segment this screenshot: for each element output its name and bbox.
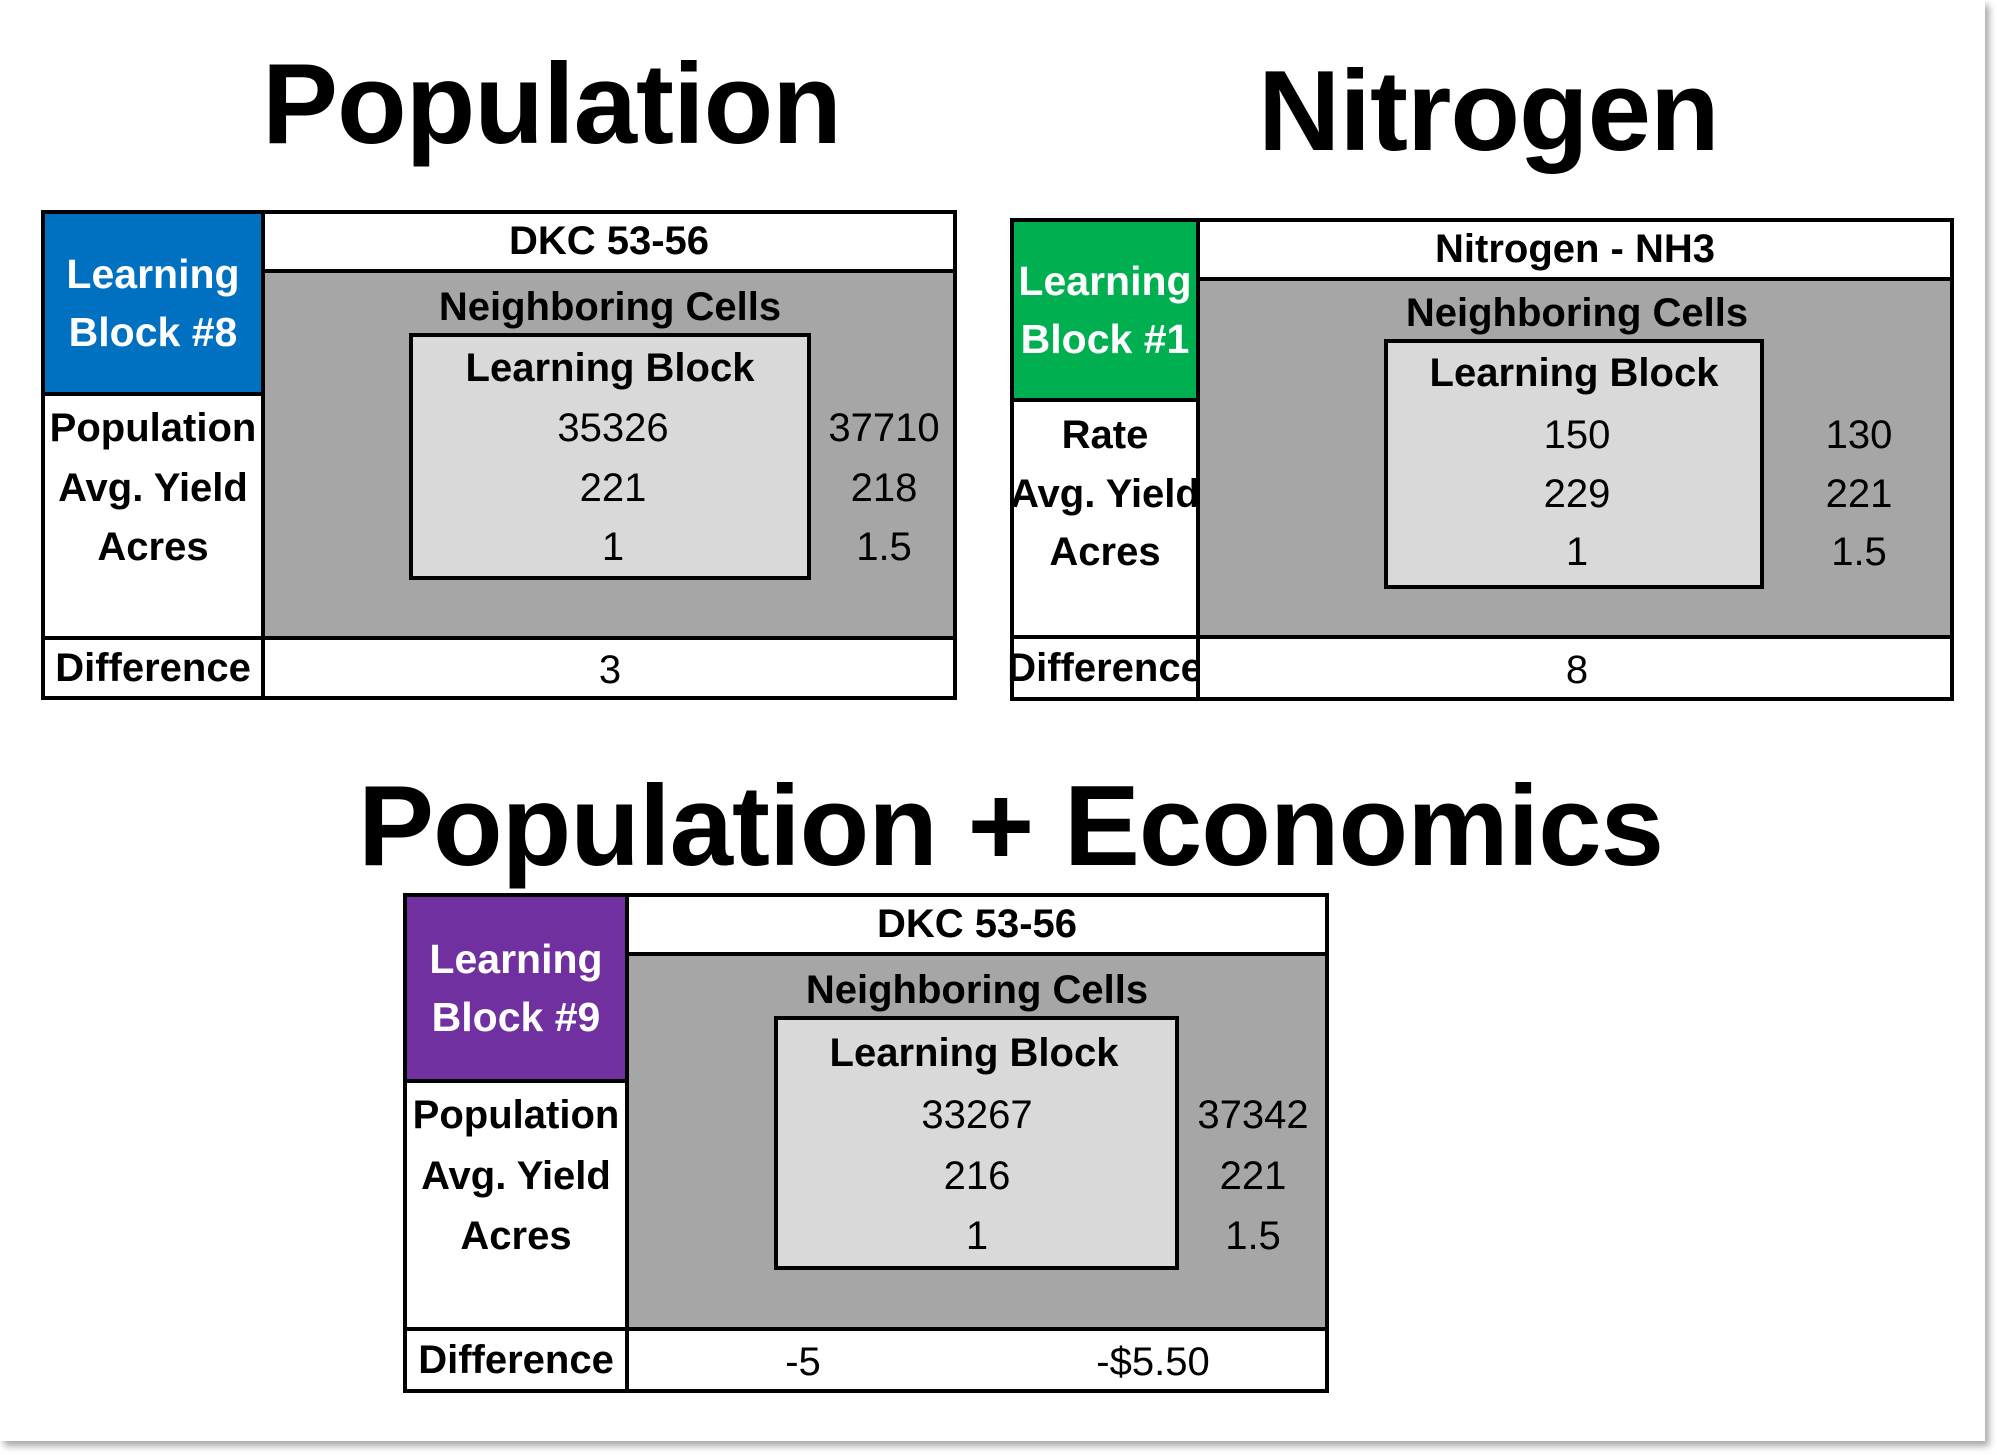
learning-block-line2: Block #1 — [1020, 316, 1190, 362]
inner-learning-block-label: Learning Block — [829, 1031, 1119, 1075]
neighbor-value: 1.5 — [1225, 1214, 1281, 1258]
population-block: Learning Block #8 DKC 53-56 Difference N… — [41, 210, 957, 700]
hybrid-header: DKC 53-56 — [625, 893, 1329, 956]
learning-block-line1: Learning — [1018, 257, 1192, 304]
learning-block-value: 216 — [943, 1154, 1011, 1198]
difference-value-cell — [261, 636, 957, 700]
difference-value-cell — [1196, 635, 1954, 701]
metric-label: Rate — [1061, 413, 1149, 457]
neighboring-cells-label: Neighboring Cells — [805, 968, 1149, 1012]
learning-block-value: 229 — [1543, 472, 1611, 516]
neighbor-value: 1.5 — [1831, 530, 1887, 574]
difference-value: 3 — [598, 648, 622, 692]
learning-block-value: 33267 — [921, 1093, 1033, 1137]
economics-block: Learning Block #9 DKC 53-56 Difference N… — [403, 893, 1329, 1393]
neighbor-value: 37342 — [1197, 1093, 1309, 1137]
product-header: Nitrogen - NH3 — [1196, 218, 1954, 281]
learning-block-label: Learning Block #9 — [403, 893, 629, 1083]
learning-block-line2: Block #8 — [68, 309, 238, 355]
difference-value: 8 — [1565, 648, 1589, 692]
nitrogen-title: Nitrogen — [1258, 48, 1720, 175]
metric-label: Avg. Yield — [58, 466, 248, 510]
difference-dollars-value: -$5.50 — [1096, 1340, 1210, 1384]
learning-block-line2: Block #9 — [431, 994, 601, 1040]
neighboring-cells-label: Neighboring Cells — [438, 285, 782, 329]
learning-block-value: 1 — [601, 525, 625, 569]
metric-label: Population — [412, 1093, 620, 1137]
inner-learning-block-label: Learning Block — [465, 346, 755, 390]
neighbor-value: 221 — [1219, 1154, 1287, 1198]
learning-block-inner-box — [1384, 339, 1764, 589]
difference-value-cell — [625, 1327, 1329, 1393]
metric-label: Acres — [460, 1214, 572, 1258]
neighbor-value: 218 — [850, 466, 918, 510]
learning-block-label: Learning Block #1 — [1010, 218, 1200, 402]
difference-label: Difference — [1007, 635, 1203, 701]
learning-block-value: 1 — [1565, 530, 1589, 574]
metric-label: Avg. Yield — [1010, 472, 1200, 516]
difference-label: Difference — [403, 1327, 629, 1393]
learning-block-label: Learning Block #8 — [41, 210, 265, 396]
neighbor-value: 37710 — [828, 406, 940, 450]
metric-label: Acres — [1049, 530, 1161, 574]
metric-label: Avg. Yield — [421, 1154, 611, 1198]
nitrogen-block: Learning Block #1 Nitrogen - NH3 Differe… — [1007, 218, 1954, 701]
learning-block-value: 150 — [1543, 413, 1611, 457]
neighboring-cells-label: Neighboring Cells — [1405, 291, 1749, 335]
metric-label: Population — [49, 406, 257, 450]
neighbor-value: 221 — [1825, 472, 1893, 516]
metrics-labels-cell — [1010, 398, 1200, 639]
hybrid-header: DKC 53-56 — [261, 210, 957, 273]
learning-block-line1: Learning — [66, 250, 240, 297]
neighbor-value: 1.5 — [856, 525, 912, 569]
neighbor-value: 130 — [1825, 413, 1893, 457]
inner-learning-block-label: Learning Block — [1429, 351, 1719, 395]
metric-label: Acres — [97, 525, 209, 569]
population-title: Population — [262, 41, 842, 168]
learning-block-line1: Learning — [429, 935, 603, 982]
learning-block-value: 35326 — [557, 406, 669, 450]
difference-label: Difference — [41, 636, 265, 700]
learning-block-value: 221 — [579, 466, 647, 510]
economics-title: Population + Economics — [358, 763, 1664, 890]
learning-block-inner-box — [774, 1016, 1179, 1270]
learning-block-inner-box — [409, 333, 811, 580]
learning-block-value: 1 — [965, 1214, 989, 1258]
difference-value: -5 — [785, 1340, 821, 1384]
